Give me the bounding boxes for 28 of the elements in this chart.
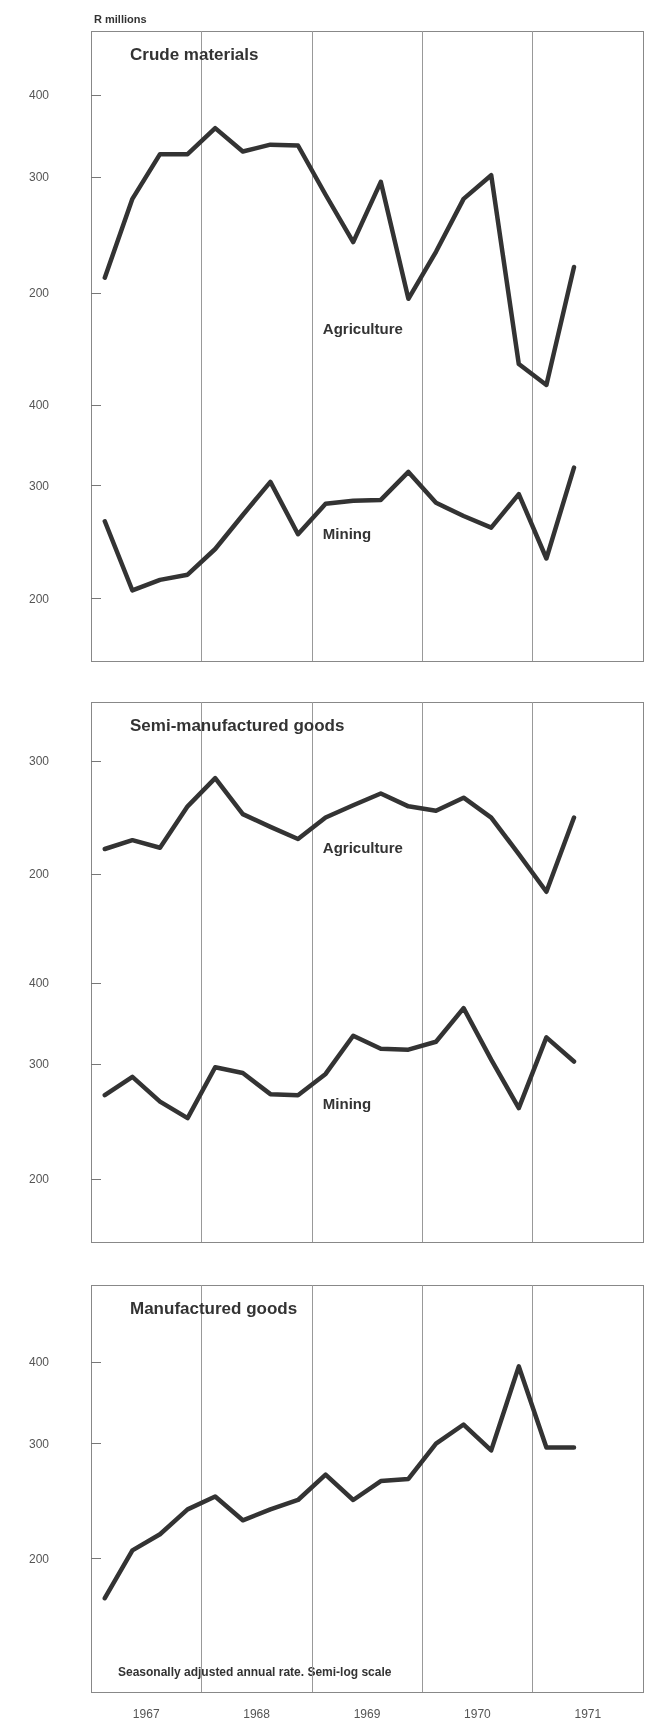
y-tick-label: 300 <box>28 170 50 185</box>
text: Crude materials <box>130 45 259 64</box>
x-tick-label: 1967 <box>132 1707 160 1721</box>
x-tick-label: 1969 <box>353 1707 381 1721</box>
series-label: Mining <box>322 524 372 542</box>
text: Manufactured goods <box>130 1299 298 1318</box>
series-label: Mining <box>322 1094 372 1112</box>
y-tick-label: 300 <box>28 478 50 493</box>
y-tick-label: 200 <box>28 1171 50 1186</box>
y-tick-label: 200 <box>28 867 50 882</box>
y-tick-label: 400 <box>28 976 50 991</box>
y-tick-label: 300 <box>28 1057 50 1072</box>
y-tick-label: 400 <box>28 87 50 102</box>
series-label: Agriculture <box>322 319 403 337</box>
y-tick-label: 400 <box>28 398 50 413</box>
x-tick-label: 1968 <box>243 1707 271 1721</box>
x-tick-label: 1970 <box>464 1707 492 1721</box>
y-tick-label: 200 <box>28 591 50 606</box>
text: Semi-manufactured goods <box>130 716 345 735</box>
y-tick-label: 200 <box>28 1551 50 1566</box>
y-tick-label: 300 <box>28 1436 50 1451</box>
y-tick-label: 300 <box>28 753 50 768</box>
x-tick-label: 1971 <box>574 1707 602 1721</box>
series-label: Agriculture <box>322 838 403 856</box>
y-axis-title: R millions <box>94 12 147 25</box>
y-tick-label: 200 <box>28 286 50 301</box>
y-tick-label: 400 <box>28 1355 50 1370</box>
annotation: Seasonally adjusted annual rate. Semi-log scale <box>118 1665 392 1679</box>
